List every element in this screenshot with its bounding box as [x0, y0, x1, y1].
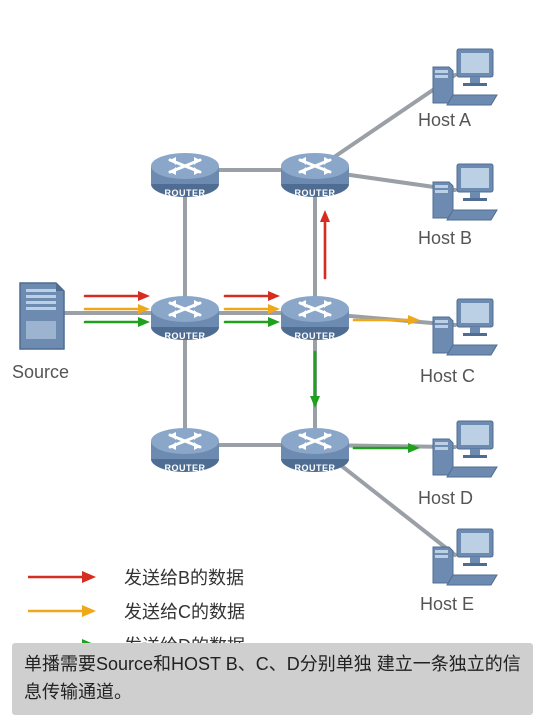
label-host-c: Host C	[420, 366, 475, 387]
legend-arrow-c	[26, 599, 96, 623]
label-host-b: Host B	[418, 228, 472, 249]
legend-row-b: 发送给B的数据	[26, 560, 245, 594]
label-host-e: Host E	[420, 594, 474, 615]
svg-text:ROUTER: ROUTER	[295, 463, 336, 473]
caption-box: 单播需要Source和HOST B、C、D分别单独 建立一条独立的信息传输通道。	[12, 643, 533, 715]
label-host-d: Host D	[418, 488, 473, 509]
svg-text:ROUTER: ROUTER	[165, 188, 206, 198]
diagram-stage: ROUTER ROUTER ROUTER ROUTER ROUTER ROUTER Hos…	[0, 0, 545, 725]
legend-text-b: 发送给B的数据	[124, 564, 244, 590]
svg-text:ROUTER: ROUTER	[295, 331, 336, 341]
svg-text:ROUTER: ROUTER	[165, 331, 206, 341]
legend-text-c: 发送给C的数据	[124, 598, 245, 624]
label-source: Source	[12, 362, 69, 383]
svg-text:ROUTER: ROUTER	[295, 188, 336, 198]
label-host-a: Host A	[418, 110, 471, 131]
legend-row-c: 发送给C的数据	[26, 594, 245, 628]
legend-arrow-b	[26, 565, 96, 589]
svg-text:ROUTER: ROUTER	[165, 463, 206, 473]
